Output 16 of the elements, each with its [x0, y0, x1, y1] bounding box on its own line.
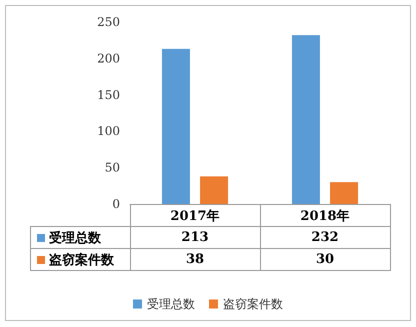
y-tick-label: 50: [104, 160, 120, 175]
data-label: 30: [260, 248, 390, 270]
y-tick-label: 250: [97, 15, 120, 29]
data-label: 38: [130, 248, 260, 270]
x-tick-label: 2017年: [170, 209, 220, 224]
data-label: 232: [260, 226, 390, 248]
data-label: 213: [130, 226, 260, 248]
y-tick-label: 200: [97, 51, 120, 66]
text: 盗窃案件数: [49, 252, 114, 268]
y-tick-label: 0: [112, 197, 120, 211]
text: 受理总数: [147, 297, 195, 311]
y-tick-label: 150: [97, 88, 120, 102]
legend-label: 受理总数: [49, 230, 101, 246]
y-tick-label: 100: [97, 124, 120, 138]
legend-label: 盗窃案件数: [223, 297, 283, 311]
x-tick-label: 2018年: [300, 209, 350, 224]
